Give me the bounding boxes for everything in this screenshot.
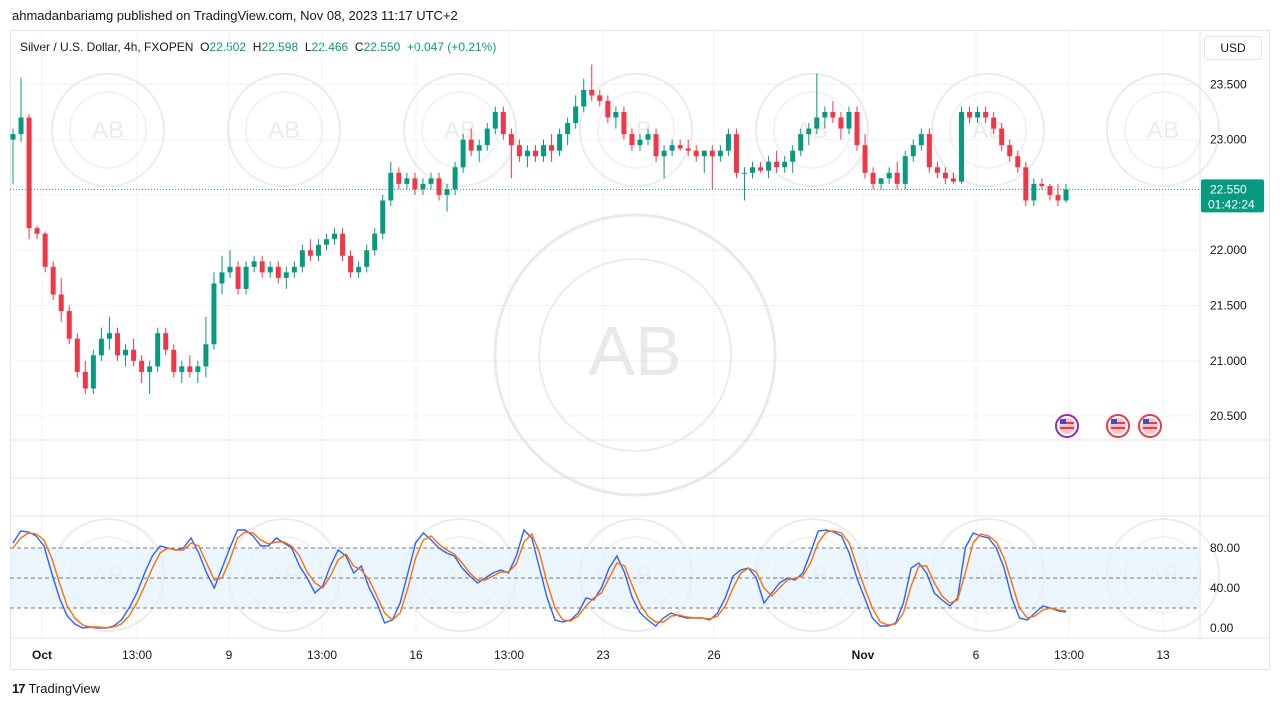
ohlc-low-label: L (304, 40, 312, 54)
chart-frame (10, 30, 1270, 670)
ohlc-open-value: 22.502 (209, 40, 247, 54)
ohlc-close-value: 22.550 (363, 40, 401, 54)
tradingview-brand: 17 TradingView (12, 681, 100, 696)
ohlc-open-label: O (200, 40, 210, 54)
brand-name: TradingView (28, 681, 101, 696)
ohlc-close-label: C (354, 40, 364, 54)
ohlc-low-value: 22.466 (311, 40, 349, 54)
ohlc-high-value: 22.598 (261, 40, 299, 54)
currency-button[interactable]: USD (1204, 36, 1262, 60)
symbol-legend: Silver / U.S. Dollar, 4h, FXOPEN O22.502… (20, 40, 496, 54)
price-change: +0.047 (+0.21%) (406, 40, 497, 54)
symbol-title: Silver / U.S. Dollar, 4h, FXOPEN (20, 40, 194, 54)
tradingview-logo-icon: 17 (12, 681, 26, 696)
publish-credit: ahmadanbariamg published on TradingView.… (12, 8, 458, 23)
ohlc-high-label: H (252, 40, 262, 54)
